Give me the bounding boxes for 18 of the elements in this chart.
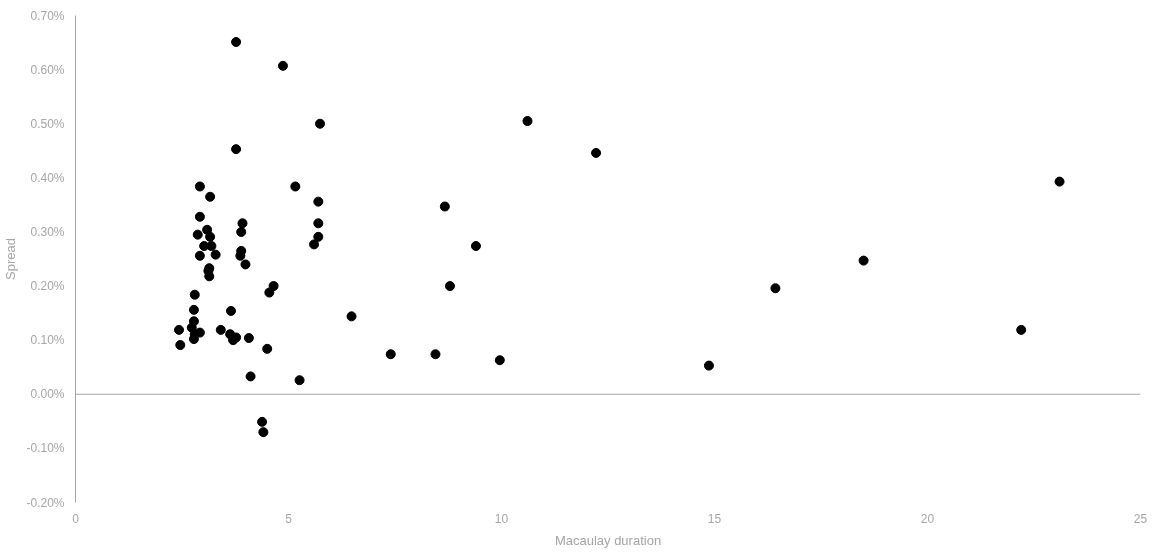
x-tick-label: 0 — [72, 511, 80, 526]
y-tick-label: 0.40% — [30, 170, 65, 185]
y-tick-label: -0.10% — [26, 441, 65, 456]
y-axis-title: Spread — [3, 238, 19, 280]
y-tick-label: 0.10% — [30, 333, 65, 348]
x-tick-label: 20 — [920, 511, 935, 526]
x-tick-label: 15 — [707, 511, 722, 526]
x-tick-label: 10 — [494, 511, 509, 526]
y-tick-label: 0.70% — [30, 8, 65, 23]
y-tick-label: 0.50% — [30, 116, 65, 131]
y-tick-label: 0.60% — [30, 62, 65, 77]
y-tick-label: 0.20% — [30, 279, 65, 294]
x-tick-label: 5 — [285, 511, 293, 526]
y-tick-label: 0.00% — [30, 387, 65, 402]
x-axis-title: Macaulay duration — [554, 532, 662, 548]
y-tick-label: 0.30% — [30, 224, 65, 239]
x-tick-label: 25 — [1133, 511, 1148, 526]
y-tick-label: -0.20% — [26, 495, 65, 510]
